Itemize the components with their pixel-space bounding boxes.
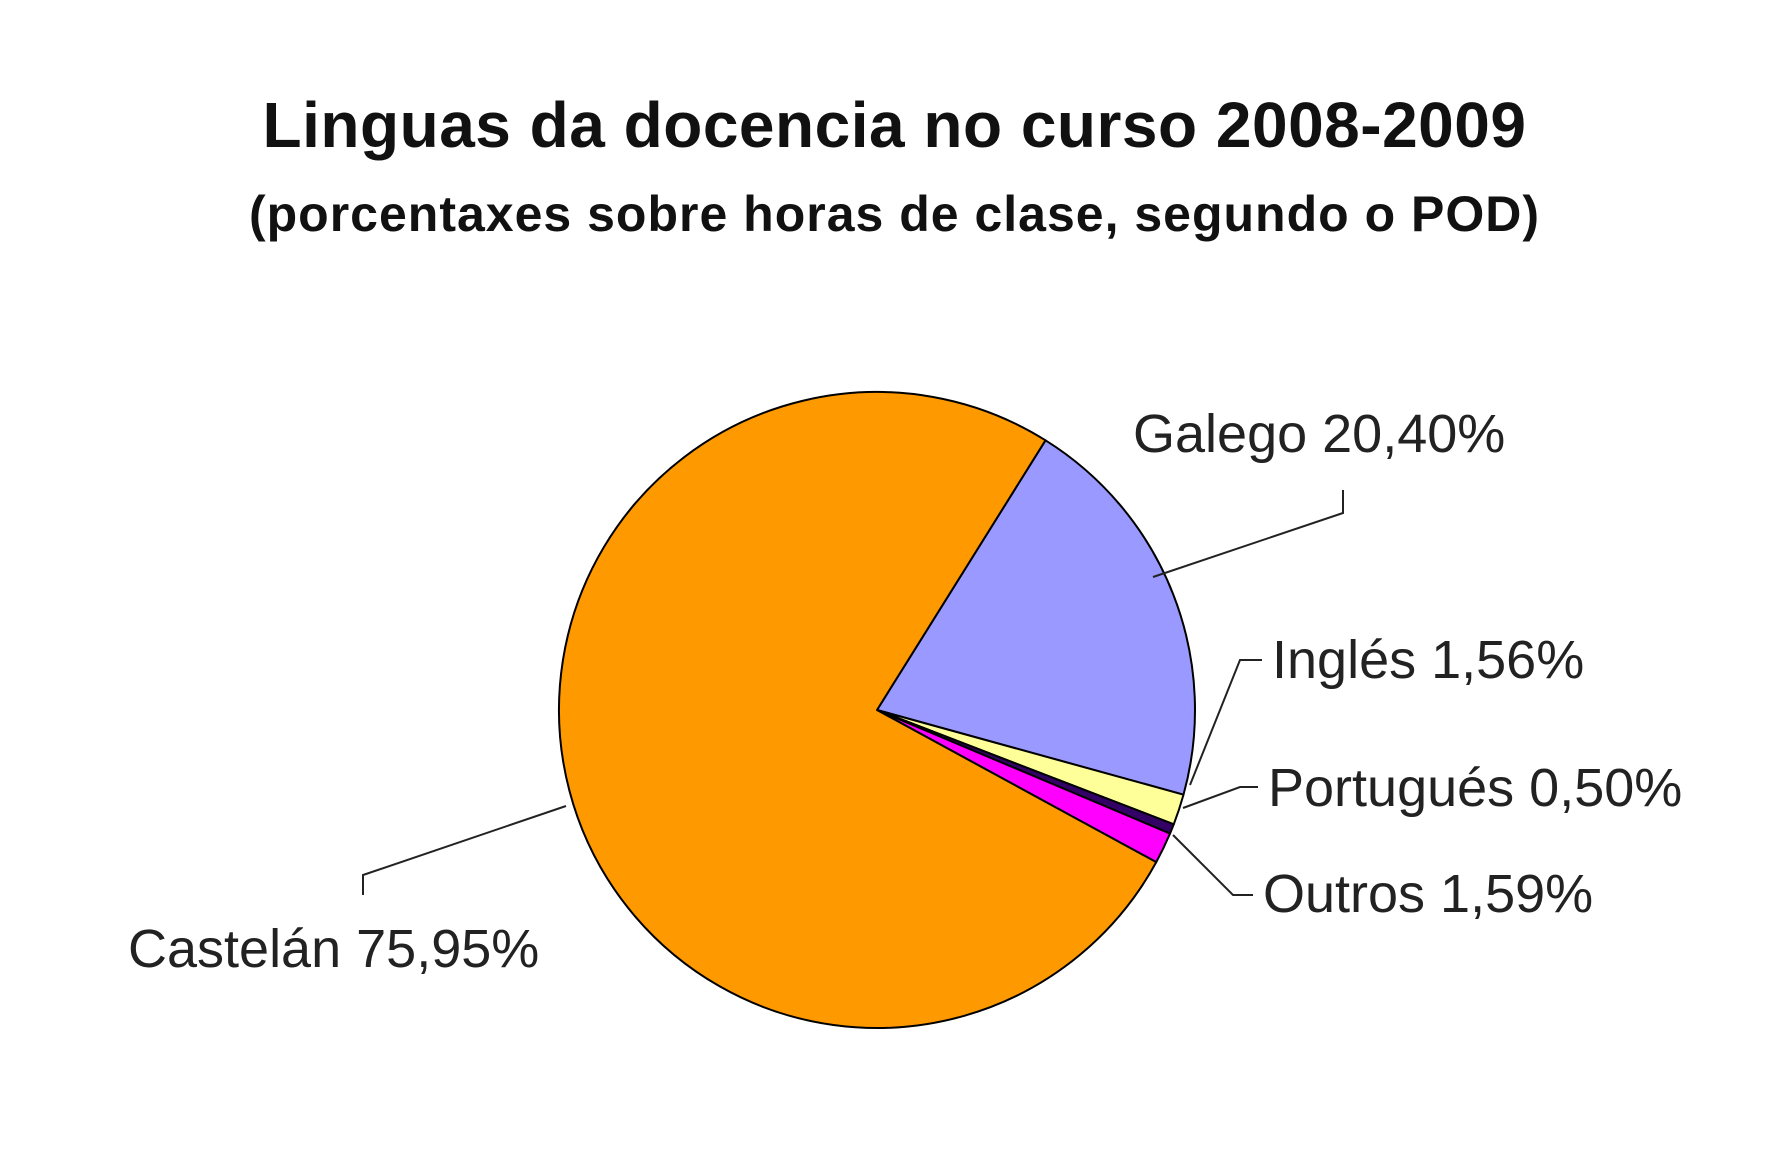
- slice-label: Outros 1,59%: [1263, 864, 1593, 924]
- slice-label: Galego 20,40%: [1133, 404, 1505, 464]
- leader-line: [1152, 490, 1344, 578]
- slice-label: Portugués 0,50%: [1268, 758, 1682, 818]
- slice-label: Inglés 1,56%: [1272, 630, 1584, 690]
- chart-subtitle: (porcentaxes sobre horas de clase, segun…: [248, 186, 1541, 242]
- pie-slice: [558, 391, 1158, 1029]
- leader-line: [1172, 834, 1253, 896]
- slice-label: Castelán 75,95%: [128, 919, 539, 979]
- chart-title: Linguas da docencia no curso 2008-2009: [262, 89, 1527, 161]
- leader-line: [362, 805, 567, 895]
- leader-line: [1182, 786, 1258, 809]
- leader-line: [1189, 659, 1262, 786]
- pie-slice: [876, 439, 1196, 796]
